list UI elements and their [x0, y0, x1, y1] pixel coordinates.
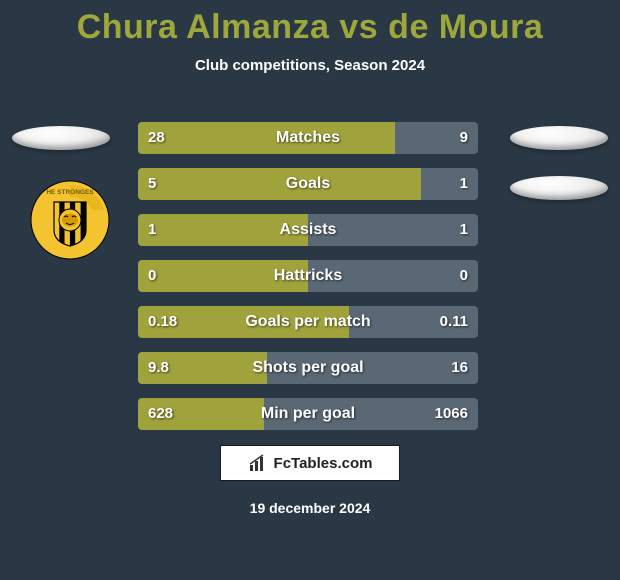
stat-row: 51Goals	[138, 168, 478, 200]
stat-bar-left	[138, 398, 264, 430]
player2-name: de Moura	[388, 8, 543, 46]
stat-bar-right	[264, 398, 478, 430]
stat-bar-right	[267, 352, 478, 384]
stat-row: 9.816Shots per goal	[138, 352, 478, 384]
stat-bar-left	[138, 122, 395, 154]
team-crest-icon: HE STRONGES	[30, 180, 110, 260]
stat-row: 11Assists	[138, 214, 478, 246]
stat-bar-right	[421, 168, 478, 200]
bar-chart-icon	[248, 453, 268, 473]
stat-bar-right	[308, 214, 478, 246]
stat-row: 0.180.11Goals per match	[138, 306, 478, 338]
player1-team-badge: HE STRONGES	[30, 180, 110, 265]
player2-placeholder-badge-2	[510, 176, 608, 200]
stat-bar-left	[138, 214, 308, 246]
stat-bar-left	[138, 352, 267, 384]
stats-container: 289Matches 51Goals 11Assists 00Hattricks 0.1…	[138, 122, 478, 444]
stat-bar-right	[395, 122, 478, 154]
player2-placeholder-badge-1	[510, 126, 608, 150]
subtitle: Club competitions, Season 2024	[0, 57, 620, 74]
page-title: Chura Almanza vs de Moura	[0, 0, 620, 47]
stat-bar-left	[138, 306, 349, 338]
player1-placeholder-badge-top	[12, 126, 110, 150]
svg-text:HE STRONGES: HE STRONGES	[46, 189, 94, 196]
stat-row: 6281066Min per goal	[138, 398, 478, 430]
player1-name: Chura Almanza	[77, 8, 330, 46]
stat-bar-right	[349, 306, 478, 338]
stat-bar-left	[138, 260, 308, 292]
footer-date: 19 december 2024	[0, 500, 620, 516]
stat-bar-left	[138, 168, 421, 200]
brand-text: FcTables.com	[274, 455, 373, 472]
stat-bar-right	[308, 260, 478, 292]
brand-logo[interactable]: FcTables.com	[220, 445, 400, 481]
stat-row: 289Matches	[138, 122, 478, 154]
stat-row: 00Hattricks	[138, 260, 478, 292]
vs-text: vs	[339, 8, 378, 46]
